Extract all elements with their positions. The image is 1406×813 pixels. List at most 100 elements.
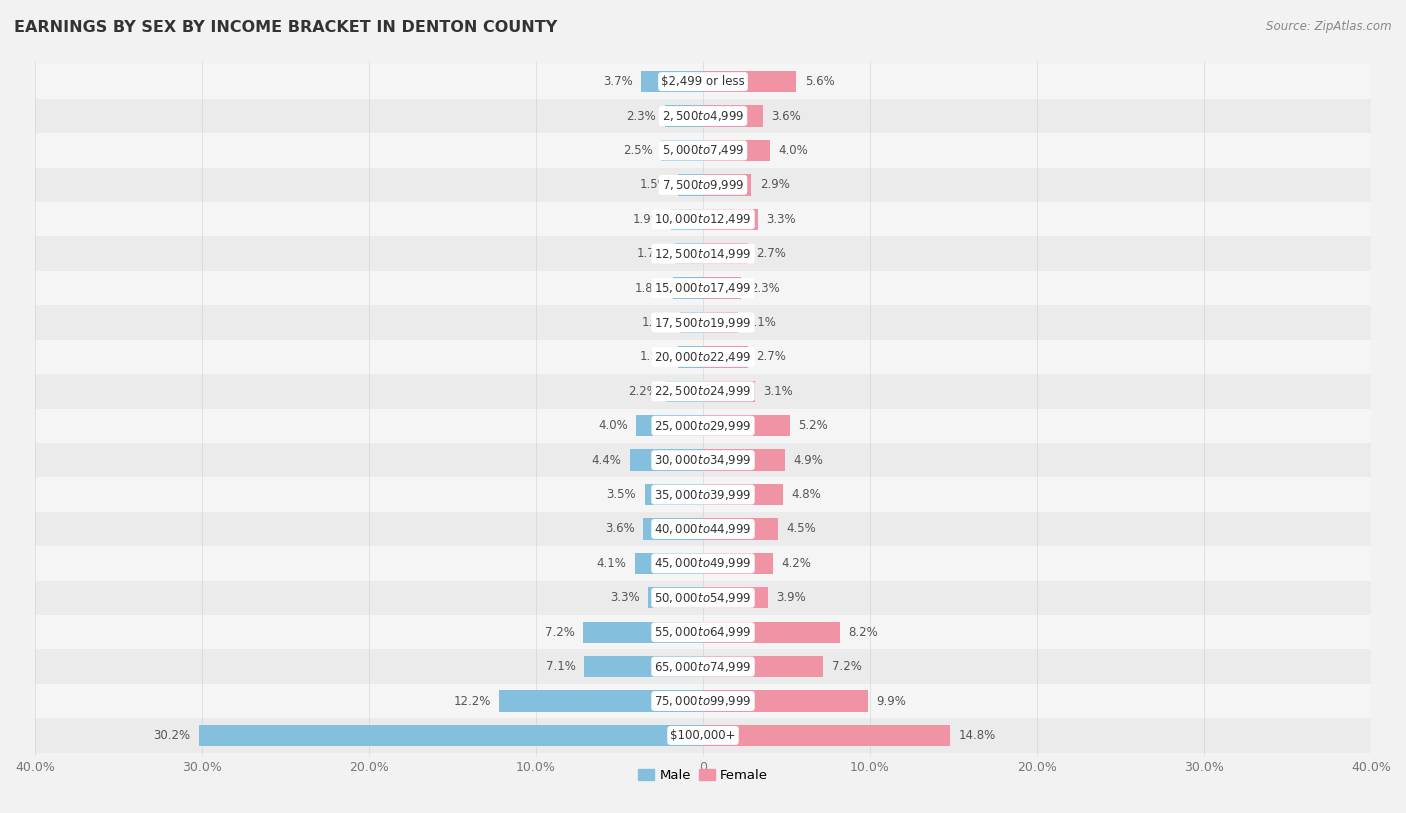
Text: $12,500 to $14,999: $12,500 to $14,999 [654,246,752,261]
Bar [703,346,748,367]
Bar [673,277,703,298]
Bar [35,477,1371,511]
Bar [703,140,769,161]
Bar [703,450,785,471]
Text: 2.7%: 2.7% [756,247,786,260]
Text: $30,000 to $34,999: $30,000 to $34,999 [654,453,752,467]
Text: 4.5%: 4.5% [786,523,817,536]
Text: 3.5%: 3.5% [606,488,636,501]
Text: 1.5%: 1.5% [640,178,669,191]
Bar [671,209,703,230]
Text: $100,000+: $100,000+ [671,729,735,742]
Text: 8.2%: 8.2% [848,626,877,639]
Text: 1.9%: 1.9% [633,213,662,226]
Bar [661,140,703,161]
Bar [703,519,778,540]
Bar [35,64,1371,99]
Text: $2,500 to $4,999: $2,500 to $4,999 [662,109,744,123]
Text: 4.0%: 4.0% [778,144,808,157]
Text: EARNINGS BY SEX BY INCOME BRACKET IN DENTON COUNTY: EARNINGS BY SEX BY INCOME BRACKET IN DEN… [14,20,557,35]
Bar [678,174,703,195]
Bar [585,656,703,677]
Text: $7,500 to $9,999: $7,500 to $9,999 [662,178,744,192]
Bar [679,312,703,333]
Bar [703,243,748,264]
Text: 1.5%: 1.5% [640,350,669,363]
Text: 2.3%: 2.3% [749,281,779,294]
Bar [35,99,1371,133]
Bar [703,312,738,333]
Text: 3.6%: 3.6% [605,523,634,536]
Bar [35,684,1371,718]
Text: 3.3%: 3.3% [766,213,796,226]
Text: 7.2%: 7.2% [544,626,575,639]
Text: 4.4%: 4.4% [592,454,621,467]
Text: 1.4%: 1.4% [641,316,671,329]
Text: $15,000 to $17,499: $15,000 to $17,499 [654,281,752,295]
Bar [35,615,1371,650]
Text: Source: ZipAtlas.com: Source: ZipAtlas.com [1267,20,1392,33]
Text: $65,000 to $74,999: $65,000 to $74,999 [654,659,752,674]
Bar [703,724,950,746]
Text: 4.0%: 4.0% [598,420,628,433]
Bar [35,443,1371,477]
Text: 14.8%: 14.8% [959,729,995,742]
Bar [648,587,703,608]
Text: 4.8%: 4.8% [792,488,821,501]
Text: 4.9%: 4.9% [793,454,823,467]
Text: $35,000 to $39,999: $35,000 to $39,999 [654,488,752,502]
Bar [499,690,703,711]
Bar [35,650,1371,684]
Bar [703,690,869,711]
Text: $50,000 to $54,999: $50,000 to $54,999 [654,591,752,605]
Bar [641,71,703,93]
Bar [35,133,1371,167]
Bar [703,71,796,93]
Text: 3.1%: 3.1% [763,385,793,398]
Text: 3.6%: 3.6% [772,110,801,123]
Text: 3.3%: 3.3% [610,591,640,604]
Text: 7.1%: 7.1% [547,660,576,673]
Bar [703,106,763,127]
Bar [35,202,1371,237]
Text: 5.2%: 5.2% [799,420,828,433]
Text: 30.2%: 30.2% [153,729,190,742]
Text: 3.9%: 3.9% [776,591,806,604]
Bar [35,511,1371,546]
Text: $75,000 to $99,999: $75,000 to $99,999 [654,694,752,708]
Bar [703,587,768,608]
Text: 4.1%: 4.1% [596,557,626,570]
Bar [678,346,703,367]
Bar [630,450,703,471]
Text: $22,500 to $24,999: $22,500 to $24,999 [654,385,752,398]
Bar [675,243,703,264]
Text: $40,000 to $44,999: $40,000 to $44,999 [654,522,752,536]
Bar [703,656,823,677]
Bar [35,340,1371,374]
Text: 2.3%: 2.3% [627,110,657,123]
Text: 12.2%: 12.2% [454,694,491,707]
Text: 3.7%: 3.7% [603,75,633,88]
Bar [35,546,1371,580]
Bar [703,553,773,574]
Bar [703,174,751,195]
Bar [636,415,703,437]
Bar [35,167,1371,202]
Text: 9.9%: 9.9% [877,694,907,707]
Bar [666,380,703,402]
Bar [35,718,1371,753]
Text: 2.7%: 2.7% [756,350,786,363]
Bar [643,519,703,540]
Bar [582,622,703,643]
Bar [35,237,1371,271]
Bar [665,106,703,127]
Text: 2.2%: 2.2% [628,385,658,398]
Bar [644,484,703,505]
Bar [703,277,741,298]
Bar [703,622,839,643]
Bar [703,415,790,437]
Text: 1.7%: 1.7% [637,247,666,260]
Legend: Male, Female: Male, Female [633,764,773,788]
Text: 7.2%: 7.2% [831,660,862,673]
Text: $10,000 to $12,499: $10,000 to $12,499 [654,212,752,226]
